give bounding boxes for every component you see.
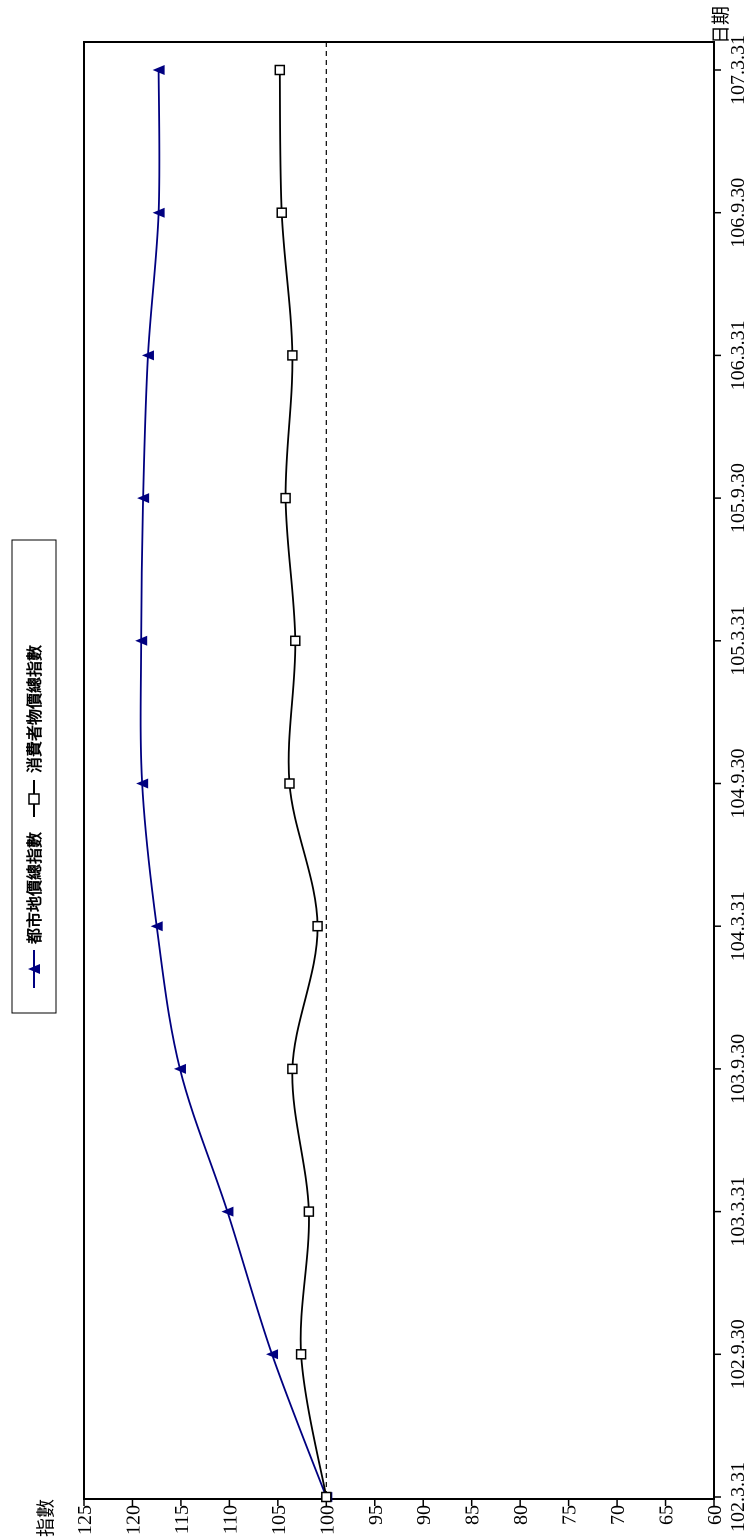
x-tick-label: 102.3.31 bbox=[727, 1462, 749, 1532]
triangle-marker-icon bbox=[28, 964, 40, 974]
series-1 bbox=[274, 64, 332, 1503]
data-point-triangle bbox=[221, 1206, 234, 1217]
data-point-triangle bbox=[137, 493, 150, 504]
data-point-triangle bbox=[135, 635, 148, 646]
data-point-triangle bbox=[152, 207, 165, 218]
y-tick-label: 125 bbox=[74, 1505, 96, 1535]
y-tick-label: 95 bbox=[365, 1505, 387, 1525]
legend-entry-land-price: 都市地價總指數 bbox=[25, 832, 44, 988]
data-point-square bbox=[312, 920, 323, 932]
y-axis: 60 65 70 75 80 85 90 95 100 105 110 115 120 125 bbox=[74, 1499, 726, 1535]
series-layer bbox=[135, 64, 333, 1503]
y-tick-label: 75 bbox=[559, 1505, 581, 1525]
legend-label-land-price: 都市地價總指數 bbox=[25, 832, 44, 945]
x-tick-label: 106.3.31 bbox=[727, 320, 749, 390]
data-point-square bbox=[321, 1491, 332, 1503]
y-tick-label: 115 bbox=[171, 1505, 193, 1534]
data-point-square bbox=[274, 64, 286, 76]
data-point-square bbox=[280, 492, 291, 504]
x-tick-label: 105.3.31 bbox=[727, 606, 749, 676]
x-tick-label: 105.9.30 bbox=[727, 463, 749, 533]
data-point-square bbox=[290, 635, 301, 647]
data-point-square bbox=[284, 778, 295, 789]
y-tick-label: 90 bbox=[413, 1505, 435, 1525]
y-tick-label: 60 bbox=[704, 1505, 726, 1525]
data-point-square bbox=[287, 1063, 298, 1075]
x-tick-label: 104.9.30 bbox=[727, 749, 749, 819]
data-point-triangle bbox=[141, 350, 154, 361]
x-tick-label: 106.9.30 bbox=[727, 178, 749, 248]
x-tick-label: 103.3.31 bbox=[727, 1177, 749, 1247]
y-tick-label: 100 bbox=[316, 1505, 338, 1535]
data-point-square bbox=[287, 350, 298, 361]
data-point-triangle bbox=[152, 65, 165, 75]
y-tick-label: 70 bbox=[607, 1505, 629, 1525]
legend: 都市地價總指數 消費者物價總指數 bbox=[11, 539, 57, 1014]
x-tick-label: 102.9.30 bbox=[727, 1319, 749, 1389]
y-tick-label: 65 bbox=[656, 1505, 678, 1525]
data-point-triangle bbox=[150, 921, 163, 932]
data-point-square bbox=[276, 207, 287, 218]
series-line-0 bbox=[139, 69, 328, 1498]
data-point-triangle bbox=[266, 1349, 279, 1360]
x-tick-label: 107.3.31 bbox=[727, 35, 749, 105]
data-point-triangle bbox=[173, 1063, 186, 1074]
y-tick-label: 120 bbox=[122, 1505, 144, 1535]
data-point-square bbox=[303, 1206, 315, 1217]
x-tick-label: 104.3.31 bbox=[727, 891, 749, 961]
y-axis-title: 指數 bbox=[35, 1499, 57, 1537]
series-line-1 bbox=[278, 69, 328, 1498]
y-tick-label: 110 bbox=[219, 1505, 241, 1534]
data-point-triangle bbox=[136, 778, 149, 789]
data-point-square bbox=[295, 1349, 307, 1360]
y-tick-label: 85 bbox=[462, 1505, 484, 1525]
legend-entry-cpi: 消費者物價總指數 bbox=[25, 645, 44, 817]
x-tick-label: 103.9.30 bbox=[727, 1034, 749, 1104]
y-tick-label: 80 bbox=[510, 1505, 532, 1525]
legend-box bbox=[11, 539, 57, 1014]
x-axis-title: 日期 bbox=[710, 6, 732, 44]
y-tick-label: 105 bbox=[268, 1505, 290, 1535]
plot-area bbox=[83, 41, 715, 1500]
square-marker-icon bbox=[28, 793, 40, 805]
x-axis: 102.3.31 102.9.30 103.3.31 103.9.30 104.3.31… bbox=[714, 35, 749, 1532]
legend-label-cpi: 消費者物價總指數 bbox=[25, 645, 44, 773]
